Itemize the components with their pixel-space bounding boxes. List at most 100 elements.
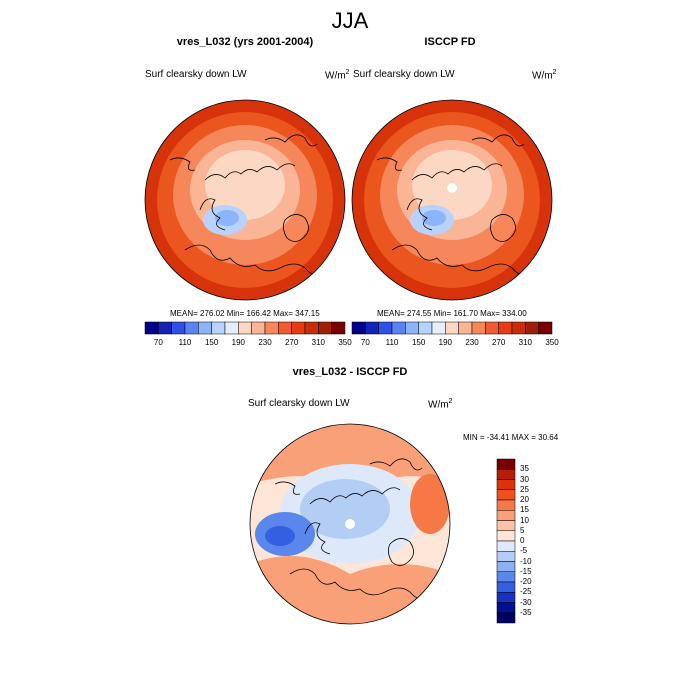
colorbar-swatch [198,321,212,335]
coastline-1 [204,163,296,181]
colorbar-tick-label: 30 [520,474,529,484]
colorbar-tick-label: 230 [465,338,479,347]
colorbar-swatch [511,321,526,335]
coastline-1 [411,163,503,181]
polar-map-diff [249,423,451,625]
colorbar-tick-label: 270 [491,338,506,347]
coastline-4 [274,481,301,495]
colorbar-swatch [496,592,516,603]
colorbar-tick-label: 5 [520,525,525,535]
diff-cool-inner [300,479,390,539]
colorbar-swatch [264,321,279,335]
pole-hole [345,519,355,529]
variable-label-obs: Surf clearsky down LW [353,69,455,80]
colorbar-swatch [496,602,516,613]
colorbar-swatch [485,321,499,335]
colorbar-swatch [331,321,346,335]
diff-blue2-greenland [265,526,295,546]
colorbar-tick-label: 230 [258,338,272,347]
colorbar-model [144,321,346,335]
colorbar-swatch [496,581,516,593]
polar-map-obs [351,99,553,301]
colorbar-obs [351,321,553,335]
coastline-0 [184,244,324,275]
colorbar-tick-label: 110 [178,338,192,347]
polar-map-model [144,99,346,301]
colorbar-swatch [496,561,516,572]
colorbar-swatch [351,321,366,335]
coastline-3 [264,134,318,147]
colorbar-tick-label: 20 [520,495,529,504]
colorbar-swatch [498,321,513,335]
variable-label-model: Surf clearsky down LW [145,69,247,80]
units-label-model: W/m2 [325,69,350,82]
colorbar-tick-label: 150 [204,338,219,347]
colorbar-swatch [496,530,516,542]
diff-warm-east [410,474,450,534]
colorbar-tick-label: -30 [520,597,532,607]
coastline-0 [391,244,531,275]
colorbar-tick-label: 350 [545,338,559,347]
colorbar-swatch [144,321,159,335]
coastline-5 [388,538,414,566]
colorbar-swatch [158,321,172,335]
coastline-1 [309,487,401,505]
colorbar-tick-label: -10 [520,556,532,566]
colorbar-swatch [496,551,516,562]
colorbar-tick-label: 270 [284,338,299,347]
colorbar-swatch [291,321,306,335]
colorbar-swatch [211,321,226,335]
units-label-obs: W/m2 [532,69,557,82]
panel-title-obs: ISCCP FD [424,36,476,48]
colorbar-swatch [538,321,553,335]
colorbar-tick-label: 150 [411,338,426,347]
colorbar-tick-label: 70 [153,338,163,347]
panel-title-model: vres_L032 (yrs 2001-2004) [176,36,314,48]
colorbar-tick-label: 350 [338,338,352,347]
colorbar-swatch [304,321,319,335]
colorbar-swatch [496,510,516,521]
colorbar-swatch [224,321,239,335]
colorbar-swatch [496,499,516,511]
colorbar-swatch [378,321,393,335]
greenland-colder [422,210,446,226]
figure-title: JJA [331,8,369,33]
colorbar-tick-label: 190 [438,338,453,347]
colorbar-swatch [525,321,539,335]
coastline-2 [199,198,226,231]
diff-warm-north [250,424,450,494]
pole-hole [447,183,457,193]
stats-diff: MIN = -34.41 MAX = 30.64 [463,433,559,442]
coastline-3 [369,458,423,471]
colorbar-swatch [431,321,446,335]
coastline-5 [283,214,309,242]
colorbar-tick-label: -5 [520,546,528,556]
colorbar-swatch [445,321,459,335]
colorbar-swatch [391,321,406,335]
panel-title-diff: vres_L032 - ISCCP FD [292,366,408,378]
colorbar-swatch [238,321,252,335]
coastline-2 [304,522,331,555]
colorbar-tick-label: 15 [520,505,529,515]
greenland-colder [215,210,239,226]
colorbar-swatch [251,321,266,335]
coastline-5 [490,214,516,242]
stats-model: MEAN= 276.02 Min= 166.42 Max= 347.15 [170,309,320,318]
colorbar-diff [496,458,516,624]
colorbar-swatch [365,321,379,335]
colorbar-tick-label: 10 [520,515,529,525]
units-label-diff: W/m2 [428,398,453,411]
colorbar-swatch [496,520,516,531]
colorbar-swatch [496,540,516,552]
coastline-2 [406,198,433,231]
colorbar-tick-label: 110 [385,338,399,347]
colorbar-tick-label: -15 [520,566,532,576]
diff-warm-south [250,556,450,624]
colorbar-swatch [496,612,516,624]
colorbar-swatch [318,321,332,335]
colorbar-tick-label: 310 [311,338,326,347]
colorbar-tick-label: 310 [518,338,533,347]
band-pole [205,150,285,220]
colorbar-tick-label: -25 [520,587,532,597]
colorbar-tick-label: 25 [520,484,529,494]
